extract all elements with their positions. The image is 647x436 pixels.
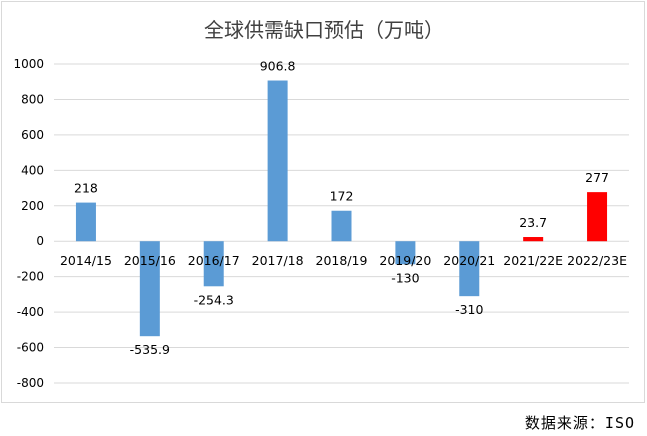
- bar: [587, 192, 608, 242]
- data-label: 23.7: [519, 215, 547, 230]
- x-tick-label: 2020/21: [443, 253, 495, 268]
- data-label: 172: [330, 189, 354, 204]
- y-tick-label: 600: [21, 128, 44, 142]
- data-label: -254.3: [194, 292, 234, 307]
- source-note: 数据来源：ISO: [524, 414, 635, 432]
- x-tick-label: 2014/15: [60, 253, 112, 268]
- bar: [523, 237, 544, 242]
- y-tick-label: -400: [17, 305, 44, 319]
- x-tick-label: 2016/17: [188, 253, 240, 268]
- x-tick-label: 2015/16: [124, 253, 176, 268]
- y-tick-label: -600: [17, 341, 44, 355]
- y-tick-label: 0: [36, 234, 44, 248]
- data-label: -535.9: [130, 342, 170, 357]
- x-tick-label: 2019/20: [379, 253, 431, 268]
- bar: [395, 241, 416, 265]
- y-tick-label: -200: [17, 270, 44, 284]
- bar: [203, 241, 224, 287]
- chart-title: 全球供需缺口预估（万吨）: [204, 18, 444, 42]
- bar: [75, 202, 96, 242]
- data-label: -130: [391, 270, 419, 285]
- x-tick-label: 2022/23E: [567, 253, 627, 268]
- bar: [139, 241, 160, 337]
- y-tick-label: 200: [21, 199, 44, 213]
- y-tick-label: 400: [21, 163, 44, 177]
- bar: [331, 210, 352, 242]
- y-tick-label: 800: [21, 92, 44, 106]
- data-label: 218: [74, 181, 98, 196]
- bar-chart: 1000 800 600 400 200 0 -200 -400 -600 -800 2014/15…: [13, 57, 629, 390]
- bar: [459, 241, 480, 297]
- bar: [267, 80, 288, 242]
- y-tick-label: -800: [17, 376, 44, 390]
- data-label: 906.8: [260, 59, 296, 74]
- data-label: 277: [585, 170, 609, 185]
- data-label: -310: [455, 302, 483, 317]
- x-tick-label: 2018/19: [316, 253, 368, 268]
- y-tick-label: 1000: [13, 57, 44, 71]
- x-tick-label: 2021/22E: [503, 253, 563, 268]
- x-tick-label: 2017/18: [252, 253, 304, 268]
- chart-frame: 全球供需缺口预估（万吨） 1000 800 600 400 200 0 -200 -400 -6…: [1, 1, 645, 403]
